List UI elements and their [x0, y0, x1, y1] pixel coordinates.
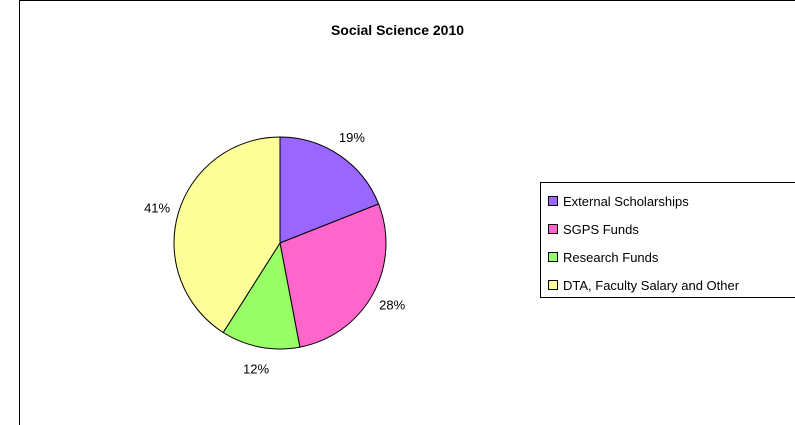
legend-label-external-scholarships: External Scholarships	[563, 193, 689, 209]
data-label-dta-faculty-salary-other: 41%	[144, 200, 170, 215]
legend-label-sgps-funds: SGPS Funds	[563, 221, 639, 237]
legend-item-sgps-funds: SGPS Funds	[548, 221, 639, 237]
legend-swatch-dta-faculty-salary-other	[548, 280, 558, 290]
legend-item-dta-faculty-salary-other: DTA, Faculty Salary and Other	[548, 277, 739, 293]
legend-swatch-research-funds	[548, 252, 558, 262]
chart-title: Social Science 2010	[330, 22, 465, 38]
legend-swatch-external-scholarships	[548, 196, 558, 206]
legend-label-research-funds: Research Funds	[563, 249, 659, 265]
legend: External Scholarships SGPS Funds Researc…	[540, 182, 795, 298]
data-label-external-scholarships: 19%	[339, 130, 365, 145]
pie-slice-sgps-funds	[279, 203, 387, 348]
data-label-sgps-funds: 28%	[379, 298, 405, 313]
pie-slice-research-funds	[222, 241, 301, 350]
pie-slice-external-scholarships	[279, 136, 380, 244]
legend-item-research-funds: Research Funds	[548, 249, 658, 265]
data-label-research-funds: 12%	[243, 362, 269, 377]
legend-item-external-scholarships: External Scholarships	[548, 193, 689, 209]
legend-swatch-sgps-funds	[548, 224, 558, 234]
legend-label-dta-faculty-salary-other: DTA, Faculty Salary and Other	[563, 277, 740, 293]
pie-slice-dta-faculty-salary-other	[173, 136, 281, 334]
